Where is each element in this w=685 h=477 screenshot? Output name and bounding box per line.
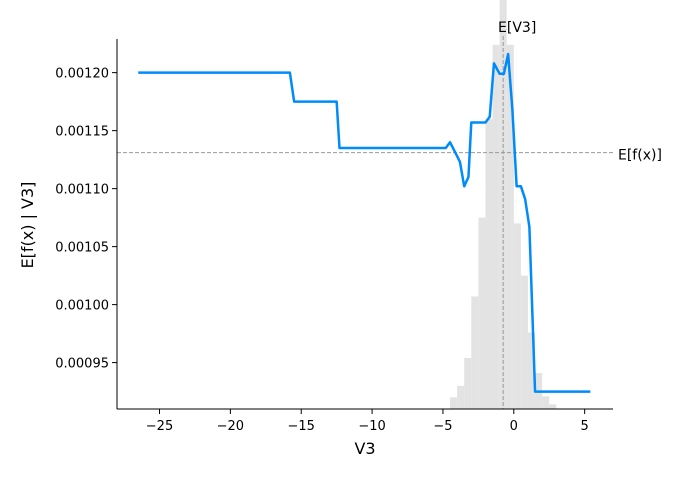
x-tick-label: 5 [581,419,589,434]
y-tick-label: 0.00100 [55,299,109,314]
x-tick-label: −25 [146,419,173,434]
histogram-bar [520,275,528,409]
x-ticks: −25 −20 −15 −10 −5 0 5 [146,409,589,434]
histogram-bar [513,223,521,409]
histogram-bar [506,44,514,409]
y-tick-label: 0.00105 [55,241,109,256]
axes [116,39,613,410]
y-tick-label: 0.00110 [55,183,109,198]
histogram-bar [450,397,458,409]
x-tick-label: −15 [288,419,315,434]
reference-lines: E[V3] E[f(x)] [117,20,662,409]
histogram-bar [478,217,486,409]
histogram-bar [457,385,465,409]
y-ticks: 0.00095 0.00100 0.00105 0.00110 0.00115 0.001… [55,67,117,372]
x-tick-label: −10 [358,419,385,434]
histogram-bar [549,404,557,409]
histogram-bar [542,396,550,409]
x-tick-label: −5 [433,419,452,434]
y-axis-title: E[f(x) | V3] [18,182,37,269]
series-line-layer [138,52,591,393]
histogram-bar [492,44,500,409]
x-tick-label: −20 [217,419,244,434]
expected-value-horizontal-label: E[f(x)] [618,148,662,164]
y-tick-label: 0.00115 [55,125,109,140]
x-axis-title: V3 [354,439,375,458]
expected-value-vertical-label: E[V3] [498,20,536,36]
dependence-line [138,52,591,393]
x-tick-label: 0 [510,419,518,434]
histogram-bar [464,357,472,409]
histogram-bar [527,332,536,409]
histogram-bar [485,119,493,410]
histogram-bar [471,296,479,409]
y-tick-label: 0.00120 [55,67,109,82]
y-tick-label: 0.00095 [55,357,109,372]
